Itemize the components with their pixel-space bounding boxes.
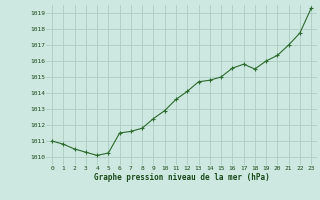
X-axis label: Graphe pression niveau de la mer (hPa): Graphe pression niveau de la mer (hPa) — [94, 173, 269, 182]
